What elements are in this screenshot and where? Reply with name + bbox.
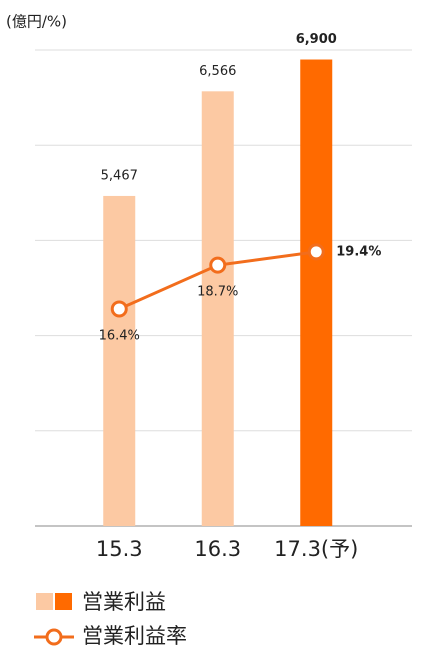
bar [300, 59, 333, 527]
x-tick-label: 17.3(予) [274, 537, 358, 561]
legend-swatch [36, 593, 53, 610]
line-marker [307, 243, 325, 261]
x-tick-label: 16.3 [194, 537, 241, 561]
legend-label: 営業利益 [82, 590, 166, 614]
line-marker [209, 256, 227, 274]
line-marker [110, 300, 128, 318]
bar [103, 195, 136, 527]
legend-label: 営業利益率 [82, 624, 187, 648]
x-tick-label: 15.3 [96, 537, 143, 561]
legend-marker [45, 628, 63, 646]
bar-value-label: 6,900 [296, 32, 337, 47]
legend-swatch [55, 593, 72, 610]
line-value-label: 16.4% [99, 328, 140, 343]
bar-value-label: 5,467 [101, 168, 138, 183]
bar [201, 91, 234, 526]
unit-label: (億円/%) [6, 13, 67, 31]
line-value-label: 19.4% [336, 244, 381, 259]
line-value-label: 18.7% [197, 285, 238, 300]
bar-value-label: 6,566 [199, 64, 236, 79]
